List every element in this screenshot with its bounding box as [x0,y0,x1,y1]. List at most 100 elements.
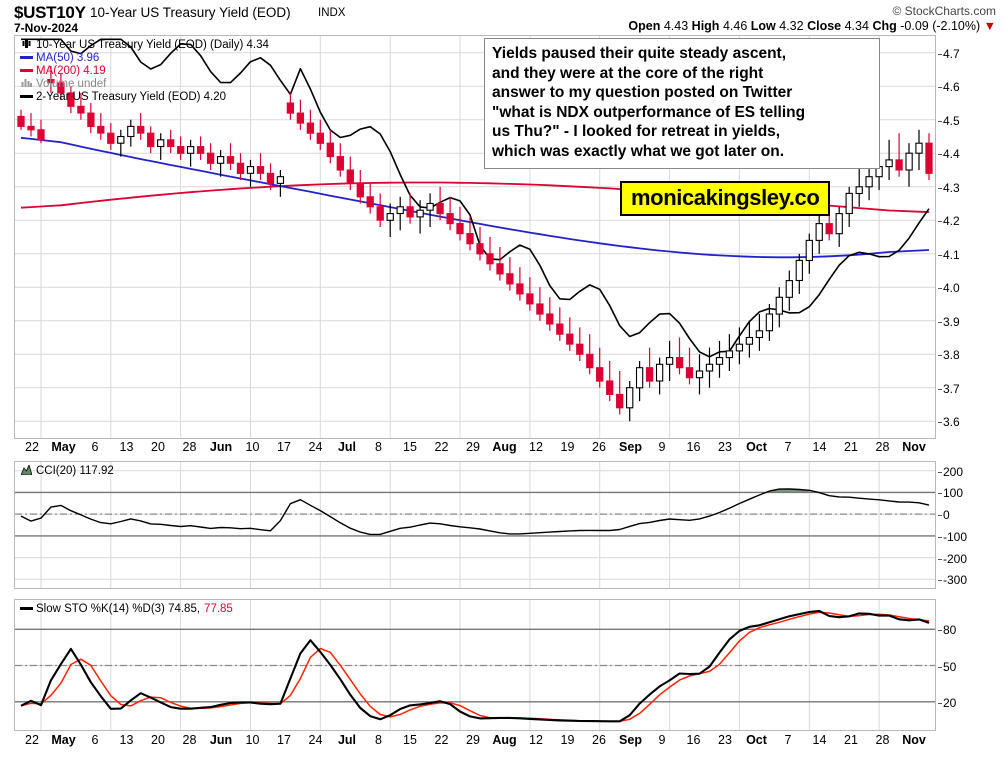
low-value: 4.32 [779,19,804,33]
high-value: 4.46 [722,19,748,33]
y-axis-tick [938,630,942,632]
annotation-line-2: and they were at the core of the right [492,64,764,82]
y-axis-tick [938,558,942,560]
ust2y-line-icon [19,91,33,104]
x-axis-month-label: Sep [619,733,642,747]
x-axis-month-label: Jun [209,733,233,747]
x-axis-month-label: Jul [337,733,357,747]
x-axis-month-label: May [51,733,76,747]
y-axis-tick [938,580,942,582]
symbol-ticker: $UST10Y [14,3,86,22]
legend-row-volume: Volume undef [19,78,269,91]
y-axis-tick [938,288,942,290]
cci-y-axis: 200 100 0 -100 -200 -300 [938,462,1003,590]
legend-row-sto: Slow STO %K(14) %D(3) 74.85, 77.85 [19,603,233,616]
y-axis-label: 4.1 [943,247,960,262]
x-axis-month-label: Aug [492,440,517,454]
x-axis-month-label: Nov [902,440,926,454]
x-axis-month-label: Oct [746,733,767,747]
annotation-line-3: answer to my question posted on Twitter [492,84,793,102]
x-axis-day-label: 20 [151,440,165,454]
price-y-axis: 3.6 3.7 3.8 3.9 4.0 4.1 4.2 4.3 4.4 4.5 4.6 4.7 [938,36,1003,440]
x-axis-day-label: 8 [375,440,382,454]
x-axis-day-label: 16 [686,440,701,454]
ma200-line-icon [19,65,33,78]
cci-area-icon [19,463,33,479]
x-axis-day-label: 28 [182,733,197,747]
x-axis-day-label: 24 [308,733,323,747]
y-axis-label: 3.8 [943,348,960,363]
chart-header: $UST10Y 10-Year US Treasury Yield (EOD) … [0,0,1004,35]
x-axis-day-label: 13 [119,440,134,454]
open-label: Open [628,19,661,33]
symbol-description: 10-Year US Treasury Yield (EOD) [90,5,291,20]
cci-panel[interactable]: CCI(20) 117.92 200 100 0 -100 -200 -300 [14,461,967,589]
x-axis-day-label: 6 [91,733,99,747]
chg-label: Chg [872,19,897,33]
x-axis-day-label: 17 [277,733,291,747]
price-x-axis: 22 May 6 13 20 28 Jun 10 17 24 Jul 8 15 22 29 Aug 12 19 26… [14,440,936,460]
stockcharts-copyright: © StockCharts.com [892,4,996,18]
exchange-label: INDX [318,7,346,19]
x-axis-day-label: 23 [718,733,732,747]
x-axis-day-label: 28 [875,733,890,747]
x-axis-day-label: 10 [245,440,260,454]
y-axis-label: -300 [943,573,968,588]
down-arrow-icon: ▼ [983,19,996,33]
y-axis-tick [938,321,942,323]
legend-volume-label: Volume undef [36,78,107,90]
y-axis-tick [938,471,942,473]
legend-row-main: 10-Year US Treasury Yield (EOD) (Daily) … [19,39,269,52]
x-axis-month-label: Aug [492,733,517,747]
x-axis-day-label: 21 [844,733,858,747]
x-axis-month-label: Oct [746,440,767,454]
y-axis-tick [938,702,942,704]
y-axis-tick [938,87,942,89]
stochastic-x-axis: 22 May 6 13 20 28 Jun 10 17 24 Jul 8 15 22 29 Aug 12 19 26… [14,733,936,753]
y-axis-label: 20 [943,695,957,710]
candlestick-icon [19,38,33,53]
y-axis-label: 80 [943,623,957,638]
stochastic-panel[interactable]: Slow STO %K(14) %D(3) 74.85, 77.85 80 50 2… [14,599,956,731]
y-axis-tick [938,515,942,517]
y-axis-label: 3.7 [943,381,960,396]
y-axis-label: 4.4 [943,147,960,162]
x-axis-day-label: 8 [375,733,382,747]
x-axis-day-label: 29 [466,733,480,747]
x-axis-month-label: Nov [902,733,926,747]
x-axis-day-label: 20 [151,733,165,747]
x-axis-day-label: 29 [466,440,480,454]
x-axis-day-label: 22 [434,440,449,454]
cci-plot [15,462,935,588]
y-axis-tick [938,254,942,256]
y-axis-label: 4.2 [943,214,960,229]
x-axis-day-label: 22 [25,733,39,747]
sto-label: Slow STO %K(14) %D(3) 74.85, [36,603,201,615]
volume-bars-icon [19,78,33,91]
y-axis-tick [938,120,942,122]
x-axis-day-label: 13 [119,733,134,747]
y-axis-label: 3.6 [943,415,960,430]
x-axis-day-label: 12 [529,440,543,454]
y-axis-tick [938,355,942,357]
legend-main-label: 10-Year US Treasury Yield (EOD) (Daily) … [36,39,269,51]
x-axis-day-label: 22 [25,440,39,454]
x-axis-day-label: 7 [784,733,792,747]
x-axis-day-label: 9 [658,733,666,747]
x-axis-month-label: Jul [337,440,357,454]
y-axis-label: 200 [943,464,964,479]
sto-d-value: 77.85 [204,603,233,615]
high-label: High [691,19,720,33]
legend-row-ma200: MA(200) 4.19 [19,65,269,78]
y-axis-label: -100 [943,529,968,544]
x-axis-day-label: 14 [812,440,827,454]
y-axis-tick [938,388,942,390]
legend-ust2y-label: 2-Year US Treasury Yield (EOD) 4.20 [36,91,227,103]
y-axis-label: 4.3 [943,180,960,195]
legend-row-ma50: MA(50) 3.96 [19,52,269,65]
x-axis-day-label: 6 [91,440,99,454]
cci-legend: CCI(20) 117.92 [19,463,114,479]
x-axis-day-label: 15 [403,440,417,454]
y-axis-label: 4.7 [943,46,960,61]
